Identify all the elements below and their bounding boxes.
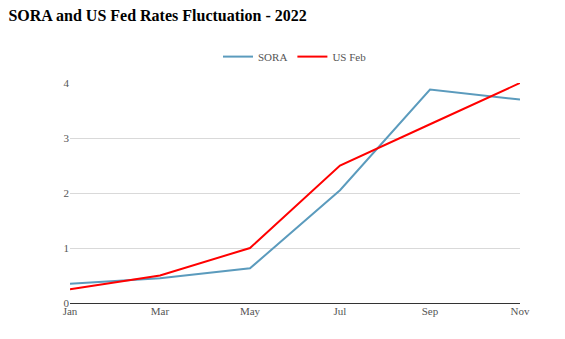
svg-text:0: 0 (64, 297, 70, 309)
svg-text:May: May (240, 305, 261, 317)
svg-text:2: 2 (64, 187, 70, 199)
svg-text:SORA and US Fed Rates Fluctuat: SORA and US Fed Rates Fluctuation - 2022 (8, 7, 306, 24)
svg-text:SORA: SORA (258, 51, 287, 63)
svg-text:Nov: Nov (511, 305, 530, 317)
svg-text:Mar: Mar (151, 305, 170, 317)
svg-text:3: 3 (64, 132, 70, 144)
svg-text:Sep: Sep (422, 305, 439, 317)
svg-text:4: 4 (64, 77, 70, 89)
svg-text:Jul: Jul (334, 305, 347, 317)
svg-text:US Feb: US Feb (332, 51, 366, 63)
svg-text:Jan: Jan (63, 305, 78, 317)
svg-text:1: 1 (64, 242, 70, 254)
